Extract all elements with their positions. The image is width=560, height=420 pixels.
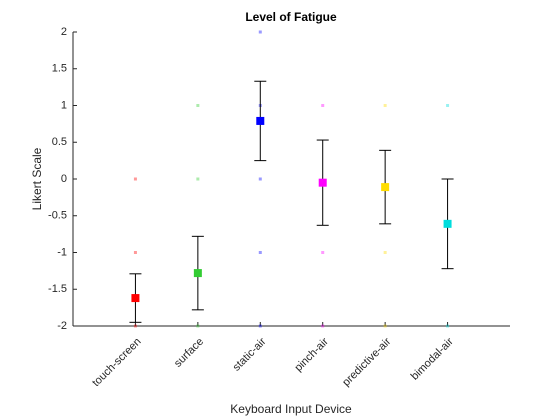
data-point bbox=[258, 177, 262, 181]
data-point bbox=[446, 104, 450, 107]
y-tick-label: 0.5 bbox=[52, 136, 67, 148]
chart-title: Level of Fatigue bbox=[245, 10, 337, 24]
x-tick-label: pinch-air bbox=[293, 335, 332, 374]
mean-marker bbox=[256, 116, 265, 125]
y-tick-label: 1.5 bbox=[52, 63, 67, 75]
x-tick-label: surface bbox=[172, 336, 206, 370]
x-tick-label: predictive-air bbox=[340, 335, 393, 388]
y-tick-label: -1.5 bbox=[48, 283, 67, 295]
mean-marker bbox=[131, 294, 140, 303]
data-point bbox=[321, 104, 325, 107]
data-point bbox=[196, 324, 200, 328]
data-point bbox=[258, 324, 262, 328]
mean-marker bbox=[381, 183, 390, 192]
y-tick-label: -1 bbox=[57, 246, 67, 258]
data-point bbox=[196, 177, 200, 181]
x-axis-label: Keyboard Input Device bbox=[230, 402, 352, 416]
y-axis-label: Likert Scale bbox=[30, 147, 44, 210]
data-point bbox=[196, 104, 200, 107]
data-point bbox=[133, 251, 137, 254]
mean-marker bbox=[443, 219, 452, 228]
y-tick-label: -2 bbox=[57, 320, 67, 332]
data-point bbox=[258, 251, 262, 254]
x-tick-label: touch-screen bbox=[90, 336, 143, 389]
mean-marker bbox=[318, 178, 327, 187]
y-tick-label: -0.5 bbox=[48, 210, 67, 222]
data-point bbox=[446, 324, 450, 328]
y-tick-label: 2 bbox=[61, 26, 67, 38]
data-point bbox=[383, 251, 387, 254]
mean-marker bbox=[193, 269, 202, 278]
data-point bbox=[321, 251, 325, 254]
x-tick-label: static-air bbox=[231, 335, 269, 373]
data-point bbox=[133, 324, 137, 328]
data-point bbox=[321, 324, 325, 328]
y-tick-label: 0 bbox=[61, 173, 67, 185]
data-point bbox=[383, 104, 387, 107]
data-point bbox=[258, 30, 262, 34]
data-point bbox=[383, 324, 387, 328]
x-tick-label: bimodal-air bbox=[409, 335, 456, 382]
data-point bbox=[133, 177, 137, 181]
y-tick-label: 1 bbox=[61, 99, 67, 111]
